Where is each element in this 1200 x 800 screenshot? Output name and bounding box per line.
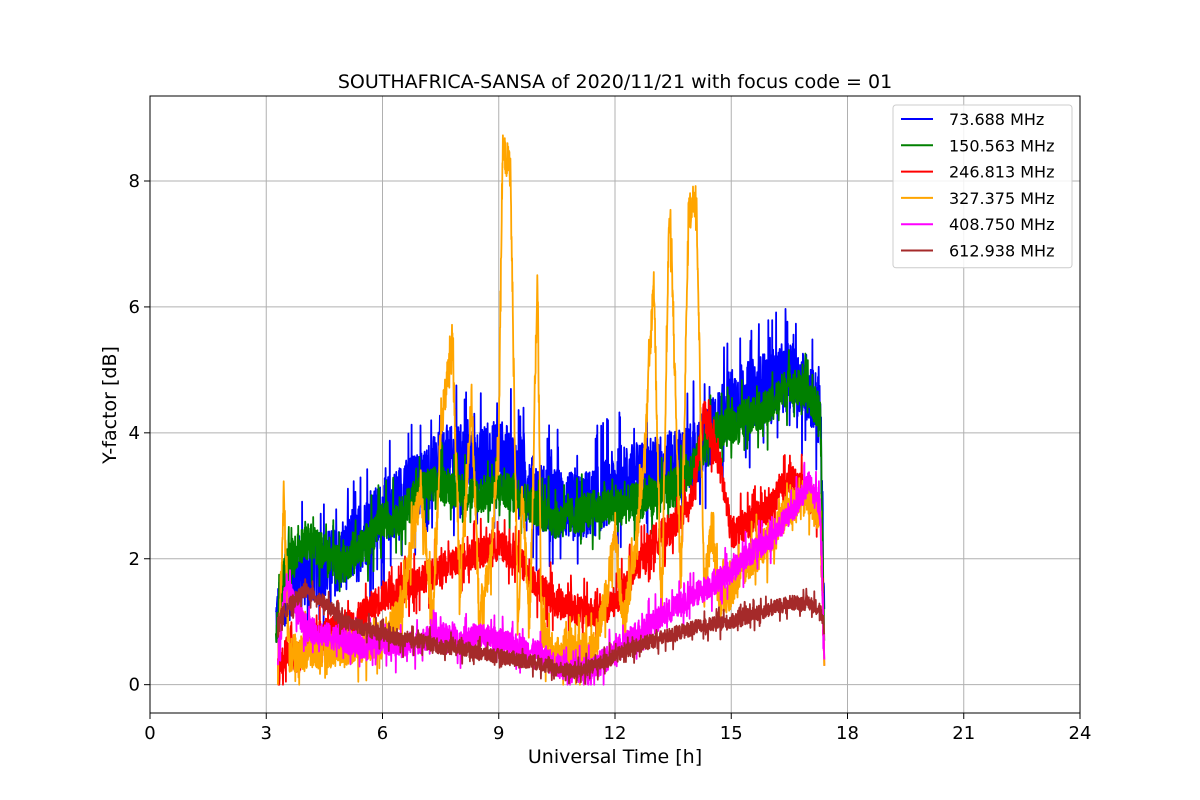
x-tick-label: 0 (144, 723, 155, 744)
y-tick-label: 6 (129, 297, 140, 318)
x-tick-label: 9 (493, 723, 504, 744)
x-tick-label: 24 (1069, 723, 1092, 744)
x-tick-label: 12 (604, 723, 627, 744)
legend: 73.688 MHz 150.563 MHz 246.813 MHz 327.375 … (892, 104, 1073, 269)
legend-box (892, 104, 1073, 269)
y-tick-label: 4 (129, 423, 140, 444)
chart-title: SOUTHAFRICA-SANSA of 2020/11/21 with foc… (338, 71, 892, 93)
legend-label-0: 73.688 MHz (949, 110, 1044, 129)
x-tick-label: 15 (720, 723, 743, 744)
legend-label-2: 246.813 MHz (949, 163, 1054, 182)
y-axis-label: Y-factor [dB] (99, 346, 121, 465)
legend-label-3: 327.375 MHz (949, 189, 1054, 208)
x-tick-label: 6 (377, 723, 388, 744)
y-tick-label: 0 (129, 675, 140, 696)
series-lines (275, 134, 826, 686)
y-tick-label: 2 (129, 549, 140, 570)
x-tick-label: 18 (836, 723, 859, 744)
series-line-5 (277, 578, 826, 685)
x-tick-label: 21 (952, 723, 975, 744)
legend-label-5: 612.938 MHz (949, 242, 1054, 261)
legend-label-1: 150.563 MHz (949, 136, 1054, 155)
y-tick-label: 8 (129, 171, 140, 192)
legend-label-4: 408.750 MHz (949, 215, 1054, 234)
series-line-1 (275, 349, 826, 653)
x-tick-label: 3 (261, 723, 272, 744)
x-axis-label: Universal Time [h] (528, 746, 702, 768)
